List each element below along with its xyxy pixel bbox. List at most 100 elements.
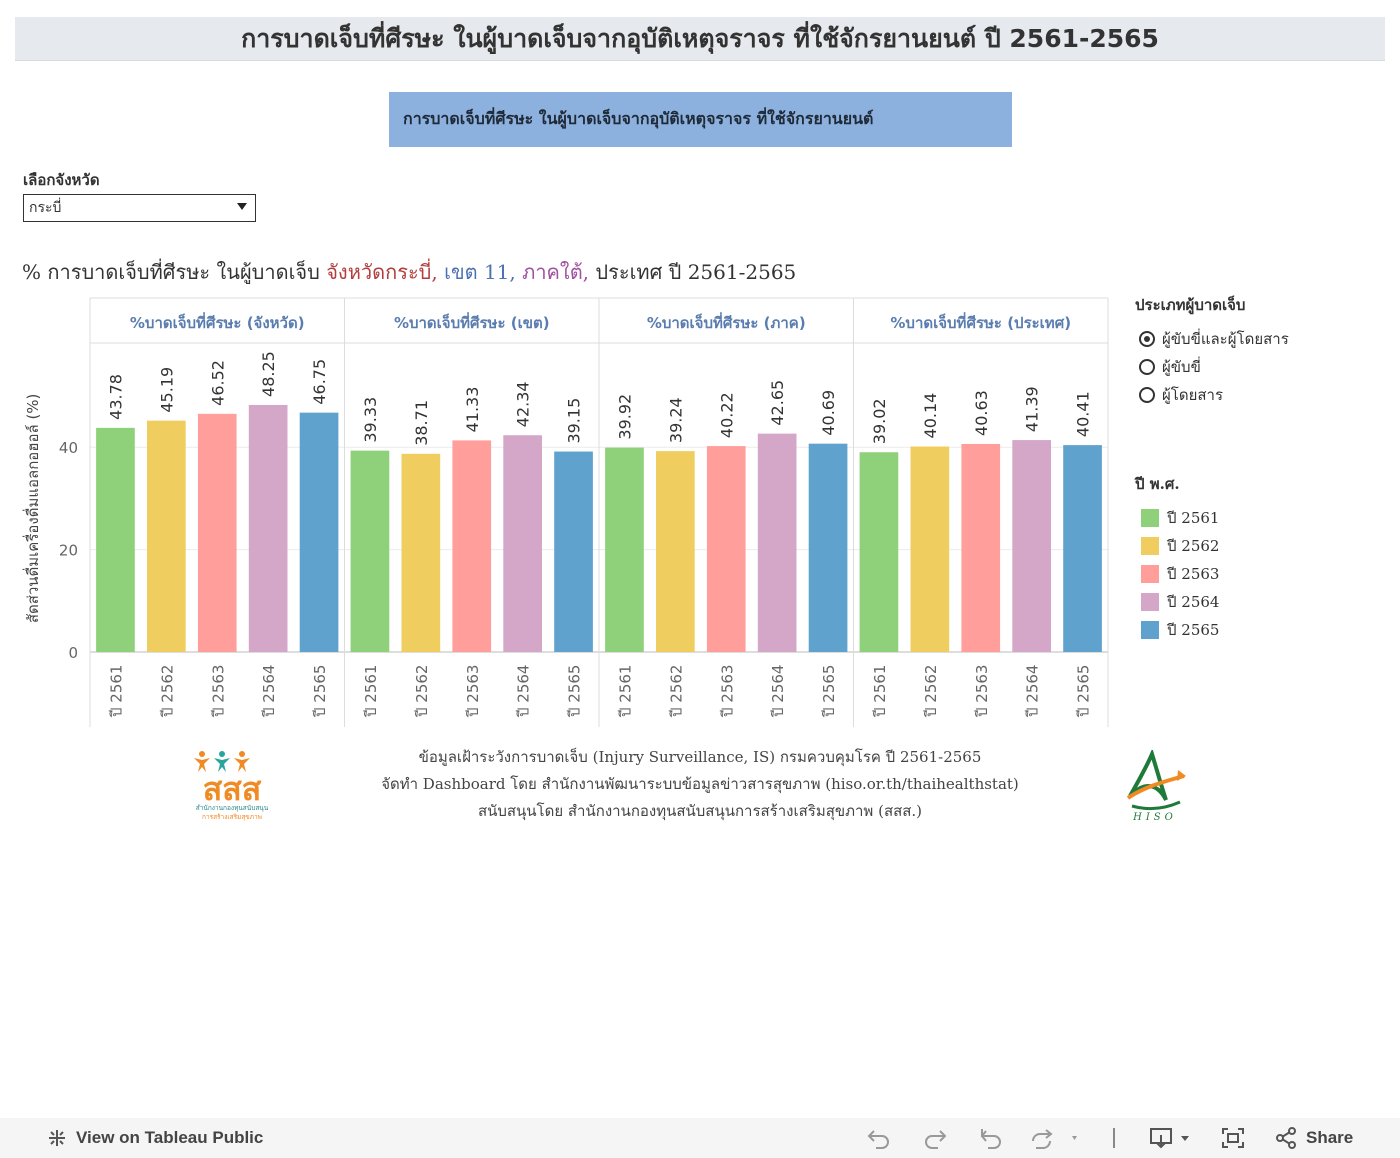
bar-value-label: 45.19 [157,367,176,413]
legend-swatch [1141,537,1159,555]
bar-value-label: 42.34 [514,381,533,427]
radio-unchecked-icon [1139,387,1155,403]
chart-heading: % การบาดเจ็บที่ศีรษะ ในผู้บาดเจ็บ จังหวั… [22,256,796,288]
revert-icon [980,1129,1001,1149]
bar-value-label: 43.78 [106,374,125,420]
heading-suffix: ประเทศ ปี 2561-2565 [589,260,797,284]
bar [808,443,848,652]
x-tick-label: ปี 2562 [922,665,940,718]
bar-value-label: 40.63 [972,390,991,436]
bar-value-label: 40.22 [717,392,736,438]
y-tick-label: 20 [59,542,78,560]
bar [147,420,186,652]
bar-value-label: 39.33 [361,397,380,443]
y-tick-label: 0 [68,644,78,662]
bar-value-label: 41.33 [463,387,482,433]
radio-option-passenger[interactable]: ผู้โดยสาร [1135,381,1289,409]
panel-header: %บาดเจ็บที่ศีรษะ (ประเทศ) [890,312,1071,332]
bar [605,447,644,652]
bar [248,404,288,652]
download-icon [1150,1128,1189,1149]
radio-label: ผู้ขับขี่และผู้โดยสาร [1162,330,1289,348]
radio-checked-icon [1139,331,1155,347]
legend-label: ปี 2561 [1167,509,1220,527]
bar [350,450,390,652]
x-tick-label: ปี 2565 [820,665,838,718]
legend-swatch [1141,593,1159,611]
tableau-logo-icon [49,1130,65,1146]
legend-item-2562[interactable]: ปี 2562 [1135,532,1219,560]
subtitle-text: การบาดเจ็บที่ศีรษะ ในผู้บาดเจ็บจากอุบัติ… [403,109,874,128]
x-tick-label: ปี 2562 [413,665,431,718]
bar [197,413,237,652]
bar-value-label: 46.75 [310,359,329,405]
heading-prefix: % การบาดเจ็บที่ศีรษะ ในผู้บาดเจ็บ [22,260,327,284]
x-tick-label: ปี 2564 [769,665,787,718]
province-dropdown[interactable]: กระบี่ [23,194,256,222]
injury-type-legend-title: ประเภทผู้บาดเจ็บ [1135,296,1246,314]
refresh-button[interactable] [1030,1118,1082,1158]
thaihealth-logo: สสส สำนักงานกองทุนสนับสนุน การสร้างเสริม… [194,751,269,821]
bar-value-label: 39.24 [666,397,685,443]
legend-swatch [1141,621,1159,639]
download-button[interactable] [1148,1118,1194,1158]
legend-item-2564[interactable]: ปี 2564 [1135,588,1219,616]
x-tick-label: ปี 2563 [464,665,482,718]
radio-label: ผู้โดยสาร [1162,386,1224,404]
bar [757,433,797,652]
bar [1063,445,1102,652]
bar-chart: 0 20 40 สัดส่วนดื่มเครื่องดื่มแอลกอฮอล์ (%)… [22,297,1109,727]
x-tick-label: ปี 2562 [158,665,176,718]
bar [1012,440,1051,652]
refresh-icon [1032,1129,1077,1149]
legend-item-2561[interactable]: ปี 2561 [1135,504,1219,532]
bar-value-label: 40.69 [819,390,838,436]
view-on-tableau-link[interactable]: View on Tableau Public [46,1118,263,1158]
radio-option-rider[interactable]: ผู้ขับขี่ [1135,353,1289,381]
hiso-logo: HISO [1126,750,1186,822]
x-tick-label: ปี 2561 [362,665,380,718]
heading-zone: ภาคใต้, [515,260,590,284]
hiso-base-icon [1131,800,1181,811]
redo-button[interactable] [922,1118,948,1158]
legend-label: ปี 2562 [1167,537,1220,555]
bar-value-label: 41.39 [1023,386,1042,432]
bar-value-label: 40.41 [1074,391,1093,437]
footer-credits: ข้อมูลเฝ้าระวังการบาดเจ็บ (Injury Survei… [300,744,1100,825]
panel-header: %บาดเจ็บที่ศีรษะ (ภาค) [647,312,806,332]
x-tick-label: ปี 2563 [973,665,991,718]
x-tick-label: ปี 2565 [566,665,584,718]
share-button[interactable]: Share [1274,1118,1353,1158]
legend-label: ปี 2563 [1167,565,1220,583]
legend-swatch [1141,509,1159,527]
tableau-toolbar: View on Tableau Public Share [0,1118,1400,1158]
legend-item-2565[interactable]: ปี 2565 [1135,616,1219,644]
x-tick-label: ปี 2564 [260,665,278,718]
y-tick-label: 40 [59,439,78,457]
x-tick-label: ปี 2564 [515,665,533,718]
dashboard-title: การบาดเจ็บที่ศีรษะ ในผู้บาดเจ็บจากอุบัติ… [15,17,1385,61]
fullscreen-button[interactable] [1220,1118,1246,1158]
footer-line-maker: จัดทำ Dashboard โดย สำนักงานพัฒนาระบบข้อ… [381,775,1019,793]
bar-value-label: 39.92 [615,394,634,440]
legend-item-2563[interactable]: ปี 2563 [1135,560,1219,588]
revert-button[interactable] [978,1118,1004,1158]
panel-header: %บาดเจ็บที่ศีรษะ (จังหวัด) [130,312,305,332]
radio-option-rider-passenger[interactable]: ผู้ขับขี่และผู้โดยสาร [1135,325,1289,353]
injury-type-legend: ประเภทผู้บาดเจ็บ ผู้ขับขี่และผู้โดยสาร ผ… [1135,293,1289,409]
x-tick-label: ปี 2565 [311,665,329,718]
bar [961,443,1001,652]
x-tick-label: ปี 2562 [667,665,685,718]
bar-value-label: 38.71 [412,400,431,446]
undo-button[interactable] [866,1118,892,1158]
toolbar-divider [1113,1128,1115,1148]
subtitle-box: การบาดเจ็บที่ศีรษะ ในผู้บาดเจ็บจากอุบัติ… [389,92,1012,147]
y-axis-title: สัดส่วนดื่มเครื่องดื่มแอลกอฮอล์ (%) [22,394,42,624]
bar [656,451,695,652]
people-icon [194,751,250,772]
x-tick-label: ปี 2561 [107,665,125,718]
province-dropdown-value: กระบี่ [29,200,62,216]
panel-header: %บาดเจ็บที่ศีรษะ (เขต) [394,312,550,332]
sss-logo-sub1: สำนักงานกองทุนสนับสนุน [196,804,269,812]
year-legend-title: ปี พ.ศ. [1135,475,1180,493]
